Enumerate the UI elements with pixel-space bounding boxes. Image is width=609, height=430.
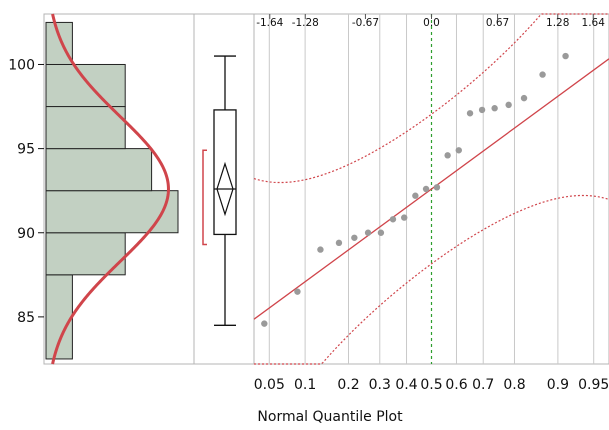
- quantile-point: [401, 214, 408, 221]
- quantile-point: [412, 192, 419, 199]
- y-tick-label: 90: [17, 226, 35, 242]
- z-tick-label: 1.64: [582, 17, 606, 29]
- probability-tick-label: 0.5: [420, 377, 442, 393]
- histogram-bar: [45, 148, 153, 192]
- histogram-bar: [45, 106, 126, 150]
- quantile-point: [335, 239, 343, 247]
- shortest-half-bracket: [202, 149, 207, 246]
- histogram-bar: [45, 274, 73, 360]
- probability-tick-label: 0.05: [254, 377, 285, 393]
- quantile-point: [491, 105, 498, 112]
- lower-confidence-band: [254, 194, 609, 365]
- quantile-plot-title: Normal Quantile Plot: [257, 409, 403, 425]
- quantile-point: [317, 246, 324, 253]
- iqr-box: [213, 109, 237, 236]
- histogram-bar: [45, 190, 179, 234]
- histogram-bar: [45, 63, 126, 108]
- histogram: [45, 21, 179, 360]
- quantile-point: [505, 101, 512, 109]
- quantile-point: [520, 94, 528, 102]
- normal-density-curve: [51, 13, 170, 365]
- y-tick-label: 95: [17, 142, 35, 158]
- z-tick-label: 0.0: [423, 17, 440, 29]
- quantile-point: [455, 147, 462, 154]
- mean-diamond: [216, 161, 234, 217]
- y-tick-label: 100: [8, 57, 35, 73]
- y-tick-label: 85: [17, 310, 35, 326]
- probability-tick-label: 0.6: [445, 377, 467, 393]
- y-axis: 85 90 95 100: [8, 57, 44, 326]
- z-tick-label: 1.28: [546, 17, 569, 29]
- normal-fit-curve: [51, 13, 170, 365]
- probability-tick-label: 0.7: [472, 377, 494, 393]
- probability-tick-label: 0.8: [503, 377, 525, 393]
- quantile-point: [562, 52, 569, 60]
- probability-tick-label: 0.2: [337, 377, 359, 393]
- probability-tick-label: 0.1: [294, 377, 316, 393]
- z-tick-label: -1.64: [256, 17, 283, 29]
- quantile-point: [478, 106, 486, 114]
- quantile-point: [377, 229, 385, 236]
- probability-tick-label: 0.4: [395, 377, 417, 393]
- quantile-point: [466, 110, 474, 117]
- quantile-point: [261, 320, 268, 327]
- quantile-point: [444, 152, 451, 159]
- z-tick-label: -1.28: [292, 17, 319, 29]
- normal-fit-line: [253, 58, 609, 320]
- probability-tick-label: 0.95: [578, 377, 609, 393]
- box-plot: [202, 55, 237, 326]
- quantile-point: [422, 185, 430, 193]
- quantile-point: [389, 216, 397, 223]
- probability-tick-label: 0.3: [369, 377, 391, 393]
- z-tick-label: -0.67: [352, 17, 379, 29]
- quantile-point: [433, 184, 441, 191]
- upper-confidence-band: [253, 13, 609, 184]
- z-tick-label: 0.67: [486, 17, 509, 29]
- normal-quantile-plot: 0.05 0.1 0.2 0.3 0.4 0.5 0.6 0.7 0.8 0.9 0.95 -1.64…: [253, 13, 609, 393]
- quantile-point: [364, 229, 372, 236]
- quantile-point: [539, 71, 546, 78]
- quantile-point: [351, 234, 358, 241]
- quantile-point: [294, 288, 301, 295]
- probability-tick-label: 0.9: [547, 377, 569, 393]
